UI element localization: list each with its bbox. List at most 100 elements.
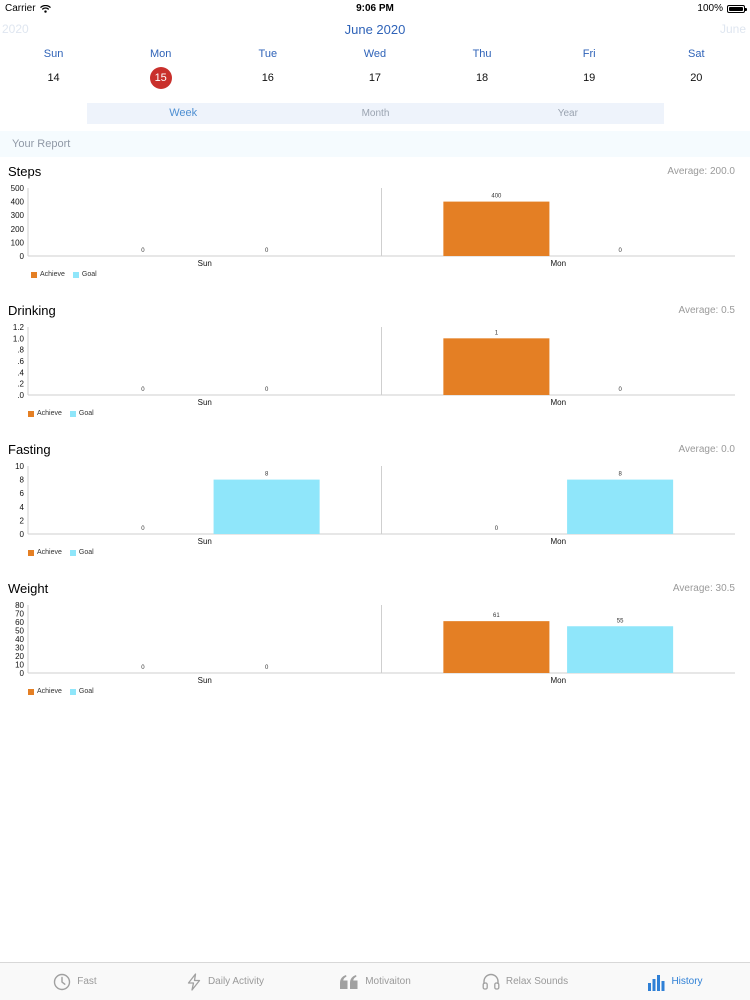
chart-title: Steps	[8, 164, 42, 179]
prev-month-label[interactable]: 2020	[2, 22, 29, 36]
tab-motivaiton[interactable]: Motivaiton	[300, 963, 450, 1000]
wifi-icon	[39, 4, 51, 13]
day-sat[interactable]: Sat 20	[643, 46, 750, 92]
x-tick-label: Sun	[198, 398, 212, 407]
chart-title: Fasting	[8, 442, 51, 457]
data-label: 61	[493, 613, 500, 619]
data-label: 0	[265, 665, 269, 671]
legend-label: Achieve	[37, 549, 62, 556]
legend-label: Achieve	[37, 688, 62, 695]
report-title: Your Report	[12, 138, 71, 150]
day-number-wrap: 14	[0, 64, 107, 92]
tab-history[interactable]: History	[600, 963, 750, 1000]
day-number: 17	[368, 72, 382, 84]
day-sun[interactable]: Sun 14	[0, 46, 107, 92]
next-month-label[interactable]: June	[719, 22, 746, 36]
month-header: 2020 June 2020 June	[0, 22, 750, 40]
day-wed[interactable]: Wed 17	[321, 46, 428, 92]
clock-icon	[53, 973, 71, 991]
legend-label: Goal	[78, 688, 94, 695]
quote-icon	[339, 974, 359, 990]
legend-label: Goal	[81, 271, 97, 278]
y-tick-label: 50	[15, 627, 24, 636]
day-tue[interactable]: Tue 16	[214, 46, 321, 92]
day-name: Fri	[582, 48, 596, 60]
x-tick-label: Sun	[198, 676, 212, 685]
week-strip: Sun 14 Mon 15 Tue 16 Wed 17 Thu 18 Fri 19 Sat 20	[0, 46, 750, 92]
chart-section-fasting: Fasting Average: 0.0 0 2 4 6 8 10 0 8 Sun 0 8 Mon Achi…	[0, 442, 750, 581]
y-tick-label: 20	[15, 652, 24, 661]
x-tick-label: Mon	[550, 398, 566, 407]
data-label: 0	[141, 526, 145, 532]
bar-goal-mon	[567, 479, 674, 534]
chart-legend: Achieve Goal	[31, 271, 101, 278]
y-tick-label: 70	[15, 610, 24, 619]
current-month-label: June 2020	[344, 22, 406, 37]
data-label: 0	[618, 387, 622, 393]
x-tick-label: Mon	[550, 537, 566, 546]
day-number-wrap: 18	[429, 64, 536, 92]
legend-item-achieve: Achieve	[31, 271, 65, 278]
segment-month[interactable]: Month	[361, 108, 390, 119]
data-label: 55	[617, 618, 624, 624]
tab-label: History	[671, 976, 703, 987]
legend-item-achieve: Achieve	[28, 410, 62, 417]
bar-chart: 0 2 4 6 8 10 0 8 Sun 0 8 Mon	[15, 462, 735, 546]
chart-average: Average: 200.0	[667, 166, 735, 177]
legend-swatch	[28, 410, 34, 417]
day-number: 14	[47, 72, 60, 84]
battery-icon	[727, 4, 747, 13]
lightning-icon	[186, 972, 202, 991]
chart-legend: Achieve Goal	[28, 410, 98, 417]
y-tick-label: 0	[20, 530, 25, 539]
chart-average: Average: 30.5	[672, 583, 735, 594]
tab-fast[interactable]: Fast	[0, 963, 150, 1000]
day-number-wrap: 16	[214, 64, 321, 92]
y-tick-label: 1.2	[13, 323, 25, 332]
bar-chart: 0 100 200 300 400 500 0 0 Sun 400 0 Mon	[11, 184, 735, 268]
bar-goal-mon	[567, 626, 674, 673]
status-right: 100%	[697, 3, 747, 14]
legend-item-achieve: Achieve	[28, 549, 62, 556]
data-label: 0	[618, 248, 622, 254]
day-name: Thu	[472, 48, 492, 60]
tab-relax-sounds[interactable]: Relax Sounds	[450, 963, 600, 1000]
segment-week[interactable]: Week	[169, 107, 198, 119]
y-tick-label: 40	[15, 635, 24, 644]
data-label: 0	[265, 387, 269, 393]
report-header: Your Report	[0, 131, 750, 157]
data-label: 8	[265, 472, 269, 478]
y-tick-label: 30	[15, 644, 24, 653]
day-number: 19	[583, 72, 596, 84]
data-label: 0	[265, 248, 269, 254]
bar-achieve-mon	[443, 621, 550, 673]
status-bar: Carrier 9:06 PM 100%	[0, 0, 750, 18]
y-tick-label: .2	[17, 380, 24, 389]
y-tick-label: 1.0	[13, 334, 25, 343]
day-number: 20	[690, 72, 703, 84]
day-name: Tue	[258, 48, 278, 60]
day-number-wrap: 19	[536, 64, 643, 92]
chart-legend: Achieve Goal	[28, 549, 98, 556]
data-label: 1	[495, 330, 499, 336]
data-label: 8	[618, 472, 622, 478]
day-thu[interactable]: Thu 18	[429, 46, 536, 92]
legend-item-goal: Goal	[69, 549, 94, 556]
tab-label: Motivaiton	[365, 976, 411, 987]
y-tick-label: 400	[11, 198, 25, 207]
day-fri[interactable]: Fri 19	[536, 46, 643, 92]
day-number: 18	[475, 72, 489, 84]
bar-achieve-mon	[443, 201, 550, 256]
x-tick-label: Mon	[550, 259, 566, 268]
day-name: Sat	[688, 48, 705, 60]
y-tick-label: 500	[11, 184, 25, 193]
legend-label: Achieve	[37, 410, 62, 417]
x-tick-label: Mon	[550, 676, 566, 685]
y-tick-label: 100	[11, 238, 25, 247]
tab-daily-activity[interactable]: Daily Activity	[150, 963, 300, 1000]
day-mon[interactable]: Mon 15	[107, 46, 214, 92]
segment-year[interactable]: Year	[557, 108, 578, 119]
status-time: 9:06 PM	[356, 3, 394, 14]
data-label: 0	[495, 526, 499, 532]
